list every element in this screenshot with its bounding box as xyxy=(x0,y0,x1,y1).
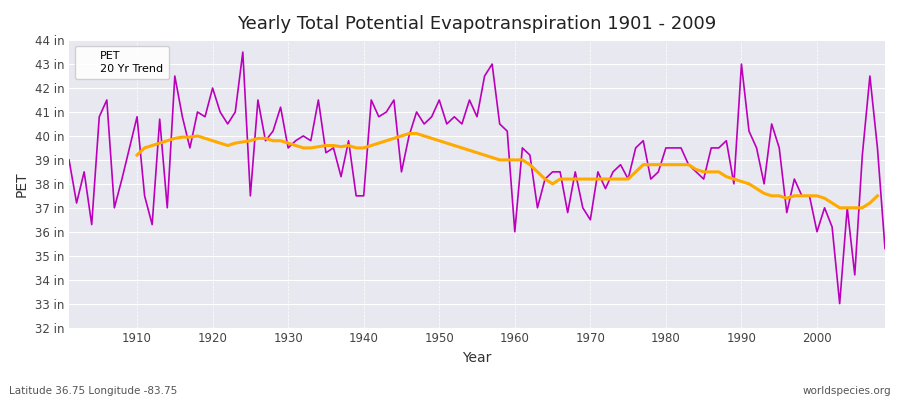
20 Yr Trend xyxy=(328,143,339,148)
PET xyxy=(517,146,527,150)
PET xyxy=(834,301,845,306)
20 Yr Trend xyxy=(305,146,316,150)
Line: PET: PET xyxy=(69,52,885,304)
PET xyxy=(509,229,520,234)
20 Yr Trend xyxy=(872,194,883,198)
20 Yr Trend xyxy=(403,131,414,136)
PET xyxy=(64,158,75,162)
PET xyxy=(343,138,354,143)
PET xyxy=(238,50,248,54)
Title: Yearly Total Potential Evapotranspiration 1901 - 2009: Yearly Total Potential Evapotranspiratio… xyxy=(238,15,716,33)
Text: Latitude 36.75 Longitude -83.75: Latitude 36.75 Longitude -83.75 xyxy=(9,386,177,396)
PET xyxy=(879,246,890,251)
20 Yr Trend xyxy=(509,158,520,162)
PET xyxy=(124,146,135,150)
20 Yr Trend xyxy=(358,146,369,150)
Legend: PET, 20 Yr Trend: PET, 20 Yr Trend xyxy=(75,46,169,79)
X-axis label: Year: Year xyxy=(463,351,491,365)
Line: 20 Yr Trend: 20 Yr Trend xyxy=(137,134,877,208)
PET xyxy=(298,134,309,138)
20 Yr Trend xyxy=(834,206,845,210)
Y-axis label: PET: PET xyxy=(15,171,29,197)
20 Yr Trend xyxy=(532,170,543,174)
20 Yr Trend xyxy=(721,174,732,179)
PET xyxy=(608,170,618,174)
20 Yr Trend xyxy=(131,153,142,158)
Text: worldspecies.org: worldspecies.org xyxy=(803,386,891,396)
